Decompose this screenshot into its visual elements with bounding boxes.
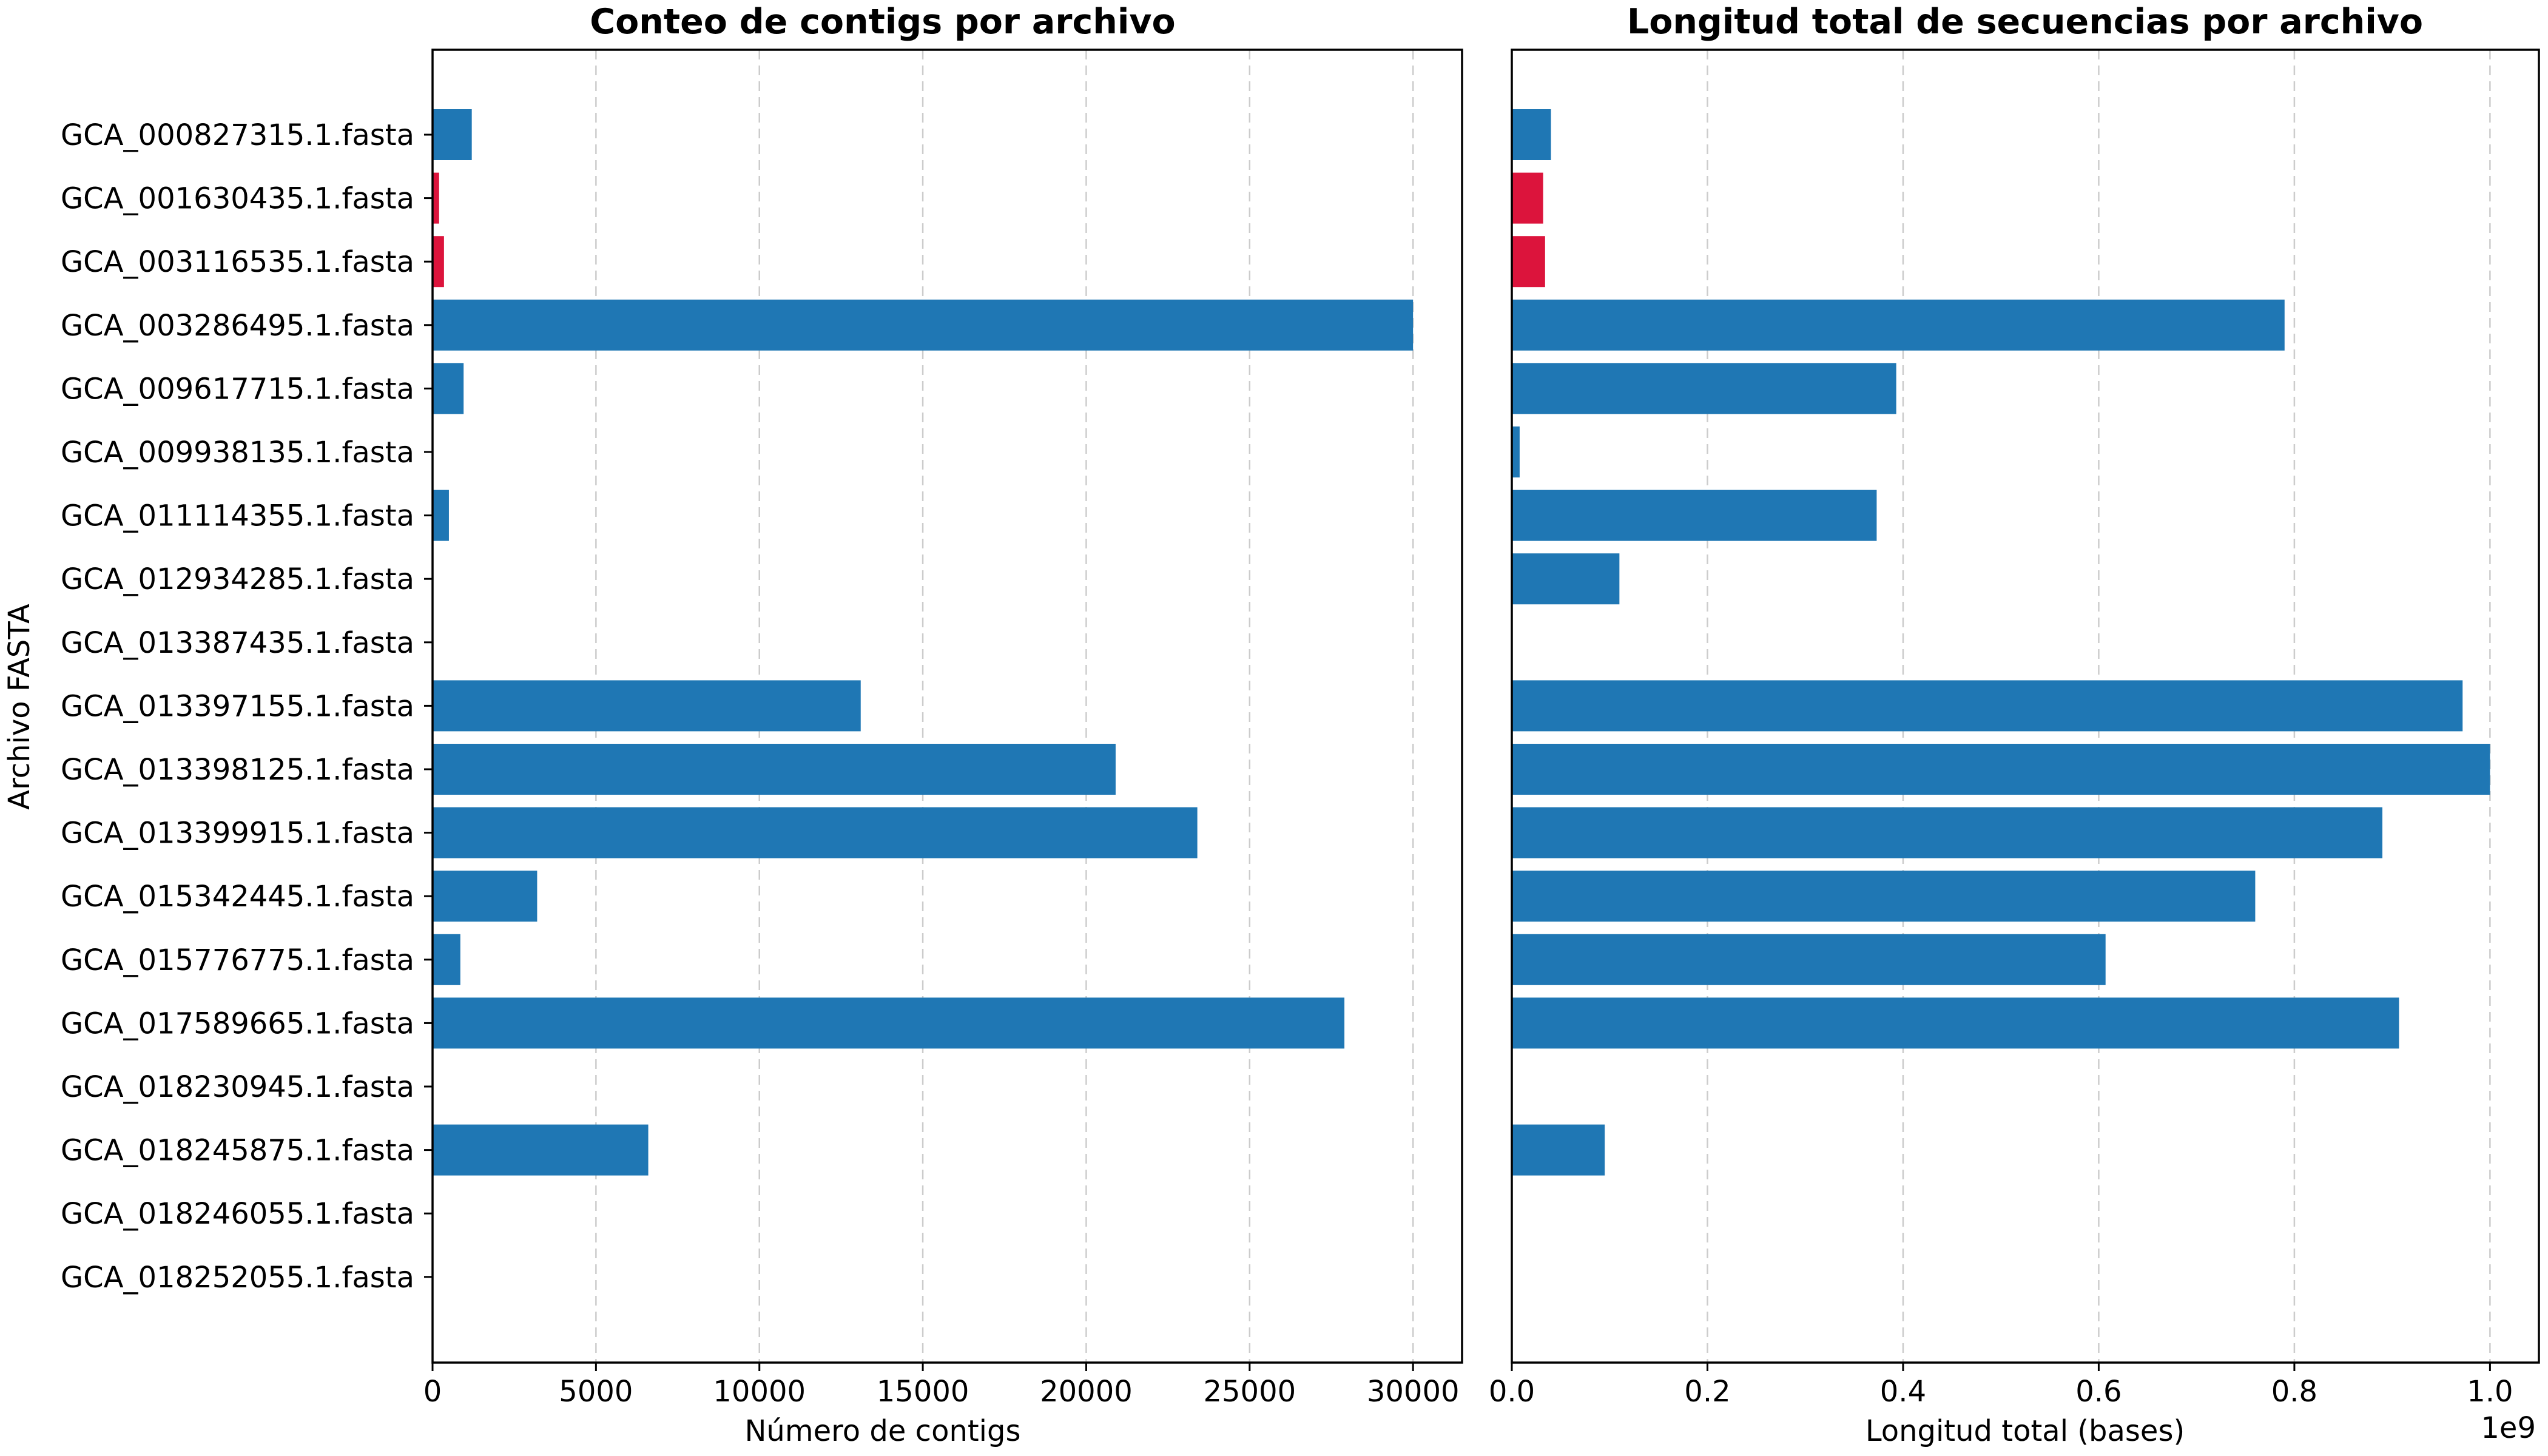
x-axis-offset-label: 1e9 [2481,1411,2536,1445]
bar-length [1512,363,1896,414]
x-ticks-length: 0.0 0.2 0.4 0.6 0.8 1.0 [1489,1363,2513,1409]
y-tick-label: GCA_013398125.1.fasta [61,753,414,787]
x-tick-label-contigs: 0 [423,1375,442,1409]
y-tick-label: GCA_003116535.1.fasta [61,245,414,279]
bar-contigs [433,172,439,224]
y-tick-label: GCA_015342445.1.fasta [61,880,414,914]
bar-contigs [433,744,1116,795]
y-tick-label: GCA_018246055.1.fasta [61,1197,414,1231]
bar-contigs [433,997,1345,1049]
x-tick-label-length: 0.6 [2075,1375,2122,1409]
y-axis-label: Archivo FASTA [2,604,36,810]
bar-contigs [433,807,1198,858]
y-tick-label: GCA_011114355.1.fasta [61,499,414,533]
contig-count-chart: Conteo de contigs por archivo Número de … [2,2,1463,1448]
bar-contigs [433,871,538,922]
x-tick-label-contigs: 20000 [1040,1375,1133,1409]
y-tick-label: GCA_012934285.1.fasta [61,562,414,596]
x-tick-label-contigs: 25000 [1203,1375,1296,1409]
bar-contigs [433,299,1414,351]
y-tick-label: GCA_013397155.1.fasta [61,689,414,723]
y-tick-label: GCA_013387435.1.fasta [61,626,414,660]
y-tick-label: GCA_018245875.1.fasta [61,1134,414,1168]
bar-length [1512,997,2399,1049]
bar-contigs [433,1124,649,1176]
bar-length [1512,680,2463,732]
y-tick-label: GCA_009938135.1.fasta [61,436,414,470]
bar-contigs [433,109,472,160]
bar-length [1512,934,2106,985]
plot-frame-length [1511,49,2540,1364]
bar-contigs [433,934,460,985]
x-tick-label-length: 0.2 [1684,1375,1730,1409]
bars-length [1512,109,2490,1176]
y-tick-label: GCA_013399915.1.fasta [61,817,414,851]
x-tick-label-length: 1.0 [2467,1375,2513,1409]
x-tick-label-contigs: 15000 [877,1375,969,1409]
x-tick-label-contigs: 5000 [559,1375,633,1409]
x-tick-label-length: 0.0 [1489,1375,1535,1409]
y-tick-label: GCA_018230945.1.fasta [61,1070,414,1104]
bar-contigs [433,680,861,732]
y-tick-labels: GCA_000827315.1.fasta GCA_001630435.1.fas… [61,118,433,1295]
bars-contigs [433,109,1414,1176]
x-axis-label-contigs: Número de contigs [745,1414,1021,1448]
bar-length [1512,426,1520,477]
bar-length [1512,871,2256,922]
x-tick-label-length: 0.4 [1880,1375,1926,1409]
x-axis-label-length: Longitud total (bases) [1866,1414,2185,1448]
bar-length [1512,553,1620,605]
y-tick-label: GCA_009617715.1.fasta [61,372,414,406]
bar-length [1512,1124,1605,1176]
y-tick-label: GCA_003286495.1.fasta [61,309,414,343]
bar-length [1512,236,1545,288]
y-tick-label: GCA_015776775.1.fasta [61,943,414,977]
x-tick-label-length: 0.8 [2271,1375,2317,1409]
y-tick-label: GCA_001630435.1.fasta [61,182,414,216]
y-tick-label: GCA_017589665.1.fasta [61,1006,414,1040]
bar-contigs [433,236,444,288]
bar-length [1512,744,2490,795]
bar-length [1512,172,1543,224]
y-tick-label: GCA_018252055.1.fasta [61,1261,414,1295]
x-tick-label-contigs: 30000 [1367,1375,1460,1409]
bar-length [1512,109,1551,160]
bar-length [1512,807,2383,858]
bar-contigs [433,490,449,541]
x-tick-label-contigs: 10000 [713,1375,806,1409]
chart-title-contigs: Conteo de contigs por archivo [590,2,1175,42]
bar-length [1512,490,1877,541]
y-tick-label: GCA_000827315.1.fasta [61,118,414,152]
bar-length [1512,299,2285,351]
chart-title-length: Longitud total de secuencias por archivo [1627,2,2423,42]
x-ticks-contigs: 0 5000 10000 15000 20000 25000 30000 [423,1363,1460,1409]
bar-contigs [433,363,464,414]
total-length-chart: Longitud total de secuencias por archivo… [1489,2,2540,1448]
